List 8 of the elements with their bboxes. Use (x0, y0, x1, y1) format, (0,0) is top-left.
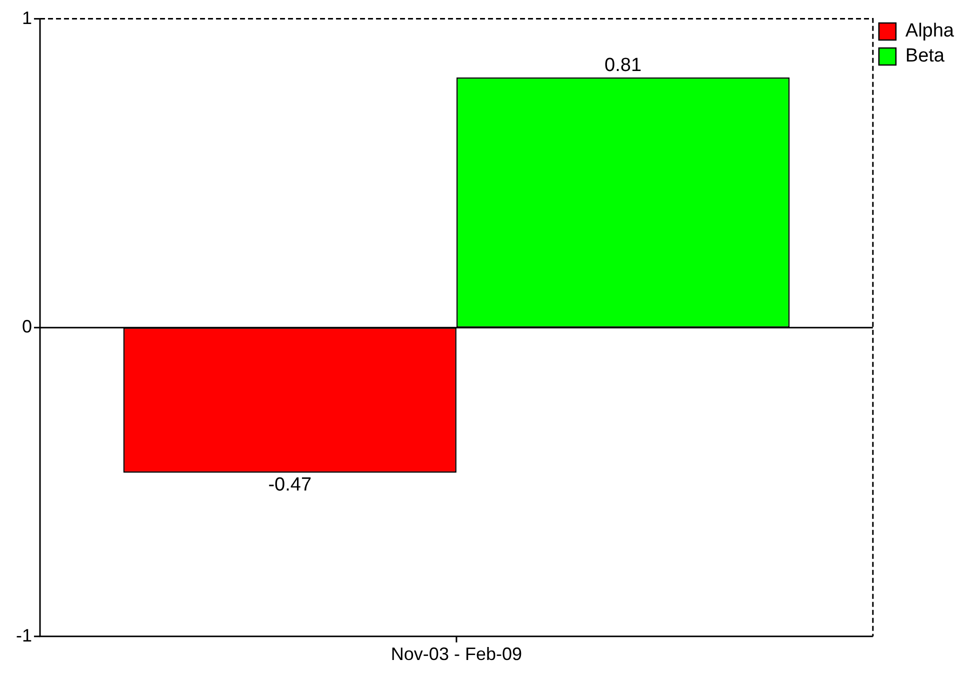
x-tick-label: Nov-03 - Feb-09 (390, 644, 522, 664)
y-tick-label: -1 (16, 625, 32, 646)
legend-label: Alpha (905, 20, 954, 42)
y-tick-label: 0 (22, 316, 32, 337)
y-tick-label: 1 (22, 8, 32, 28)
data-label: 0.81 (604, 55, 642, 76)
legend-label: Beta (905, 46, 945, 67)
data-label: -0.47 (268, 474, 312, 496)
